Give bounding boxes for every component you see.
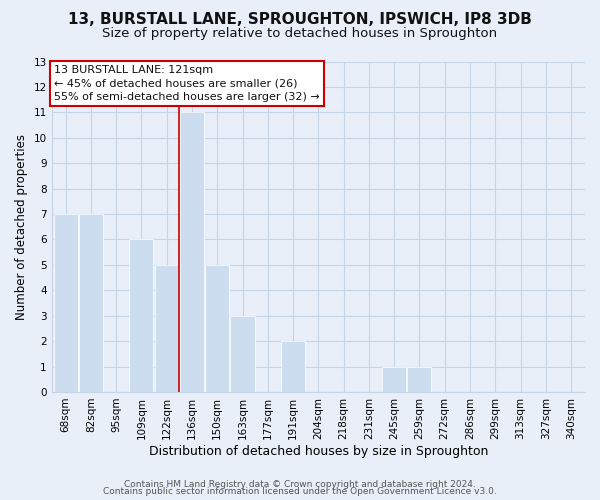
Bar	[382, 366, 406, 392]
Text: 13 BURSTALL LANE: 121sqm
← 45% of detached houses are smaller (26)
55% of semi-d: 13 BURSTALL LANE: 121sqm ← 45% of detach…	[54, 66, 320, 102]
Bar	[230, 316, 254, 392]
Bar	[130, 240, 154, 392]
Bar	[155, 265, 179, 392]
X-axis label: Distribution of detached houses by size in Sproughton: Distribution of detached houses by size …	[149, 444, 488, 458]
Y-axis label: Number of detached properties: Number of detached properties	[15, 134, 28, 320]
Text: 13, BURSTALL LANE, SPROUGHTON, IPSWICH, IP8 3DB: 13, BURSTALL LANE, SPROUGHTON, IPSWICH, …	[68, 12, 532, 28]
Bar	[281, 341, 305, 392]
Text: Contains public sector information licensed under the Open Government Licence v3: Contains public sector information licen…	[103, 488, 497, 496]
Bar	[79, 214, 103, 392]
Bar	[180, 112, 204, 392]
Bar	[407, 366, 431, 392]
Bar	[53, 214, 77, 392]
Text: Contains HM Land Registry data © Crown copyright and database right 2024.: Contains HM Land Registry data © Crown c…	[124, 480, 476, 489]
Text: Size of property relative to detached houses in Sproughton: Size of property relative to detached ho…	[103, 28, 497, 40]
Bar	[205, 265, 229, 392]
